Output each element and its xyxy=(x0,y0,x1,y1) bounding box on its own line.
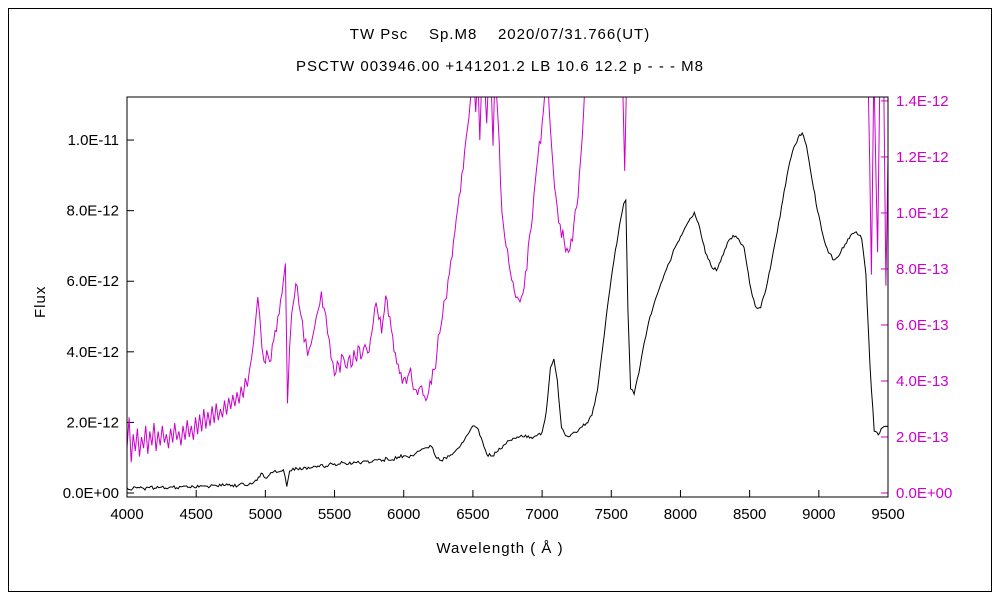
x-tick-label: 4500 xyxy=(179,506,212,523)
x-tick-label: 6500 xyxy=(456,506,489,523)
x-tick-label: 9000 xyxy=(802,506,835,523)
x-tick-label: 4000 xyxy=(110,506,143,523)
right-tick-label: 4.0E-13 xyxy=(896,373,949,390)
left-tick-label: 2.0E-12 xyxy=(66,414,119,431)
right-tick-label: 6.0E-13 xyxy=(896,317,949,334)
x-tick-label: 7500 xyxy=(595,506,628,523)
left-tick-label: 8.0E-12 xyxy=(66,203,119,220)
right-tick-label: 1.4E-12 xyxy=(896,93,949,110)
magenta-spectrum-line xyxy=(127,97,888,463)
figure-border xyxy=(8,8,992,592)
left-tick-label: 6.0E-12 xyxy=(66,273,119,290)
x-tick-label: 7000 xyxy=(525,506,558,523)
left-tick-label: 4.0E-12 xyxy=(66,344,119,361)
left-tick-label: 0.0E+00 xyxy=(63,485,119,502)
x-axis-label: Wavelength ( Å ) xyxy=(436,540,564,557)
chart-title: TW Psc Sp.M8 2020/07/31.766(UT) xyxy=(349,26,651,43)
right-tick-label: 2.0E-13 xyxy=(896,429,949,446)
x-tick-label: 5000 xyxy=(249,506,282,523)
plot-content: 4000 4500 5000 5500 6000 6500 7000 7500 8000 8500… xyxy=(63,93,953,523)
x-tick-label: 8500 xyxy=(733,506,766,523)
black-spectrum-line xyxy=(127,131,888,491)
plot-frame xyxy=(126,96,889,498)
chart-subtitle: PSCTW 003946.00 +141201.2 LB 10.6 12.2 p… xyxy=(296,58,704,75)
right-tick-label: 0.0E+00 xyxy=(896,485,952,502)
x-tick-label: 9500 xyxy=(871,506,904,523)
x-tick-label: 5500 xyxy=(318,506,351,523)
x-tick-label: 6000 xyxy=(387,506,420,523)
left-tick-label: 1.0E-11 xyxy=(68,132,119,149)
right-tick-label: 1.0E-12 xyxy=(896,205,949,222)
right-tick-label: 1.2E-12 xyxy=(896,149,949,166)
right-tick-label: 8.0E-13 xyxy=(896,261,949,278)
x-tick-label: 8000 xyxy=(664,506,697,523)
series-layer xyxy=(127,97,888,491)
